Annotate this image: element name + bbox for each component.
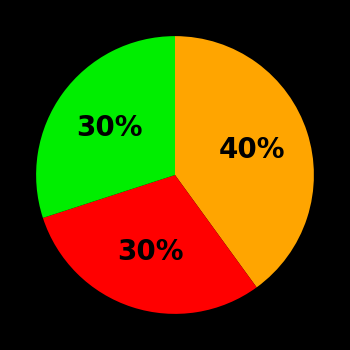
Wedge shape (175, 36, 314, 287)
Text: 30%: 30% (77, 114, 143, 142)
Wedge shape (36, 36, 175, 218)
Wedge shape (43, 175, 257, 314)
Text: 40%: 40% (218, 136, 285, 164)
Text: 30%: 30% (117, 238, 183, 266)
